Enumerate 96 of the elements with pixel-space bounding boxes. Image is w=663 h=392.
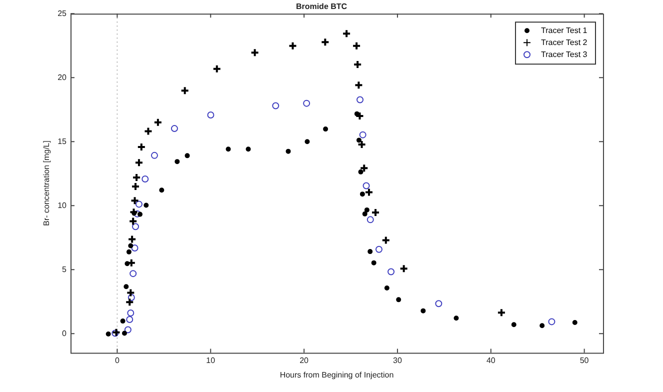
y-tick-label: 25 [58, 8, 68, 18]
point [153, 118, 162, 127]
point [130, 196, 140, 206]
point [375, 246, 382, 253]
point [511, 322, 516, 328]
point [212, 64, 222, 74]
point [180, 86, 190, 96]
point [126, 249, 132, 254]
point [131, 244, 138, 252]
x-tick-label: 50 [580, 356, 590, 365]
point [371, 260, 376, 266]
x-tick-label: 40 [486, 356, 496, 365]
point [272, 102, 280, 110]
point [128, 243, 134, 248]
point [364, 188, 374, 197]
x-tick-label: 30 [393, 356, 402, 365]
x-tick-label: 0 [114, 356, 120, 365]
point [355, 112, 364, 120]
point [356, 96, 364, 104]
legend-label: Tracer Test 2 [541, 38, 588, 47]
point [174, 159, 180, 164]
point [142, 175, 149, 182]
point [364, 207, 370, 212]
point [396, 297, 402, 302]
point [399, 264, 408, 274]
point [286, 148, 291, 154]
point [226, 146, 231, 152]
point [250, 48, 260, 58]
legend-label: Tracer Test 3 [541, 50, 588, 59]
point [388, 268, 395, 276]
point [303, 100, 310, 107]
point [129, 208, 138, 217]
point [323, 126, 328, 132]
point [128, 234, 137, 244]
point [548, 318, 556, 326]
y-tick-label: 5 [62, 264, 68, 274]
point [127, 309, 134, 316]
point [358, 169, 364, 174]
legend-label: Tracer Test 1 [541, 26, 588, 35]
point [122, 330, 127, 336]
point [144, 126, 153, 136]
point [124, 261, 130, 266]
point [150, 152, 158, 159]
point [124, 284, 129, 290]
point [125, 298, 134, 307]
x-axis-title: Hours from Begining of Injection [280, 370, 394, 380]
y-axis-title: Br- concentration [mg/L] [42, 140, 52, 226]
point [288, 41, 298, 50]
point [356, 138, 362, 143]
point [130, 270, 137, 278]
point [435, 300, 442, 308]
point [360, 164, 369, 173]
point [381, 236, 390, 245]
y-tick-label: 0 [62, 328, 68, 338]
point [128, 216, 138, 226]
point [354, 80, 364, 90]
point [128, 294, 135, 302]
point [207, 111, 214, 118]
point [454, 316, 459, 321]
point [304, 139, 310, 144]
point [184, 153, 190, 158]
point [359, 131, 366, 138]
y-tick-label: 15 [58, 136, 68, 146]
point [144, 202, 149, 208]
point [132, 210, 137, 216]
point [366, 216, 374, 224]
point [572, 320, 578, 325]
point [496, 308, 506, 318]
point [362, 182, 370, 190]
x-tick-label: 20 [300, 356, 310, 365]
point [540, 323, 545, 328]
point [368, 249, 373, 254]
point [246, 146, 251, 152]
point [170, 125, 178, 132]
point [138, 212, 143, 217]
point [420, 308, 426, 314]
point [360, 192, 365, 197]
point [159, 188, 164, 193]
point [354, 111, 360, 116]
point [134, 158, 144, 168]
x-tick-label: 10 [206, 356, 216, 365]
point [362, 211, 368, 216]
point [384, 286, 390, 291]
point [320, 38, 330, 47]
point [106, 331, 111, 336]
point [135, 200, 142, 208]
point [126, 288, 136, 298]
y-tick-label: 10 [58, 200, 68, 210]
point [120, 318, 126, 324]
y-tick-label: 20 [58, 72, 68, 82]
point [132, 223, 140, 230]
point [342, 29, 352, 38]
chart-title: Bromide BTC [296, 2, 348, 12]
point [352, 41, 362, 50]
point [124, 326, 132, 334]
point [126, 316, 134, 324]
